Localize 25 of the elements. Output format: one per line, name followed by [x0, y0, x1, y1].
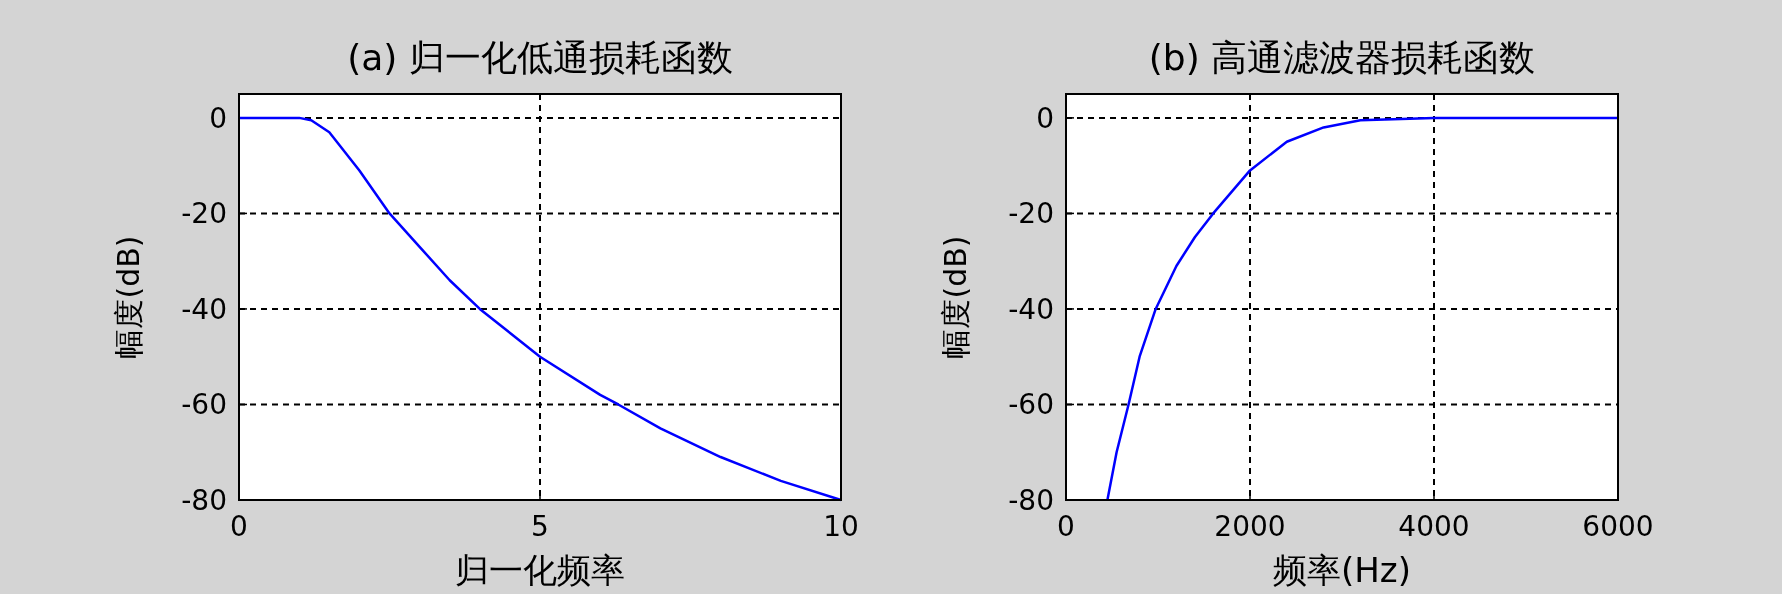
- y-tick-label: -80: [181, 484, 227, 517]
- x-axis-title: 归一化频率: [455, 550, 625, 590]
- chart-title: (a) 归一化低通损耗函数: [347, 37, 733, 78]
- x-tick-label: 2000: [1214, 510, 1286, 543]
- y-tick-label: 0: [1036, 101, 1054, 135]
- y-axis-title: 幅度(dB): [938, 235, 973, 359]
- x-tick-label: 4000: [1398, 510, 1470, 543]
- x-tick-label: 5: [531, 510, 549, 543]
- x-tick-label: 0: [230, 510, 248, 543]
- y-tick-label: -40: [1008, 292, 1054, 326]
- y-tick-label: -20: [1008, 197, 1054, 231]
- y-axis-title: 幅度(dB): [111, 235, 146, 359]
- x-tick-label: 10: [823, 510, 859, 543]
- y-tick-label: -20: [181, 197, 227, 231]
- y-tick-label: -60: [181, 388, 227, 422]
- line-series: [1106, 116, 1620, 502]
- x-tick-label: 6000: [1582, 510, 1654, 543]
- y-tick-label: -40: [181, 292, 227, 326]
- x-axis-title: 频率(Hz): [1273, 550, 1411, 590]
- x-tick-label: 0: [1057, 510, 1075, 543]
- chart-title: (b) 高通滤波器损耗函数: [1148, 37, 1536, 78]
- line-series: [237, 116, 843, 502]
- y-tick-label: -80: [1008, 484, 1054, 517]
- y-tick-label: -60: [1008, 388, 1054, 422]
- y-tick-label: 0: [209, 101, 227, 135]
